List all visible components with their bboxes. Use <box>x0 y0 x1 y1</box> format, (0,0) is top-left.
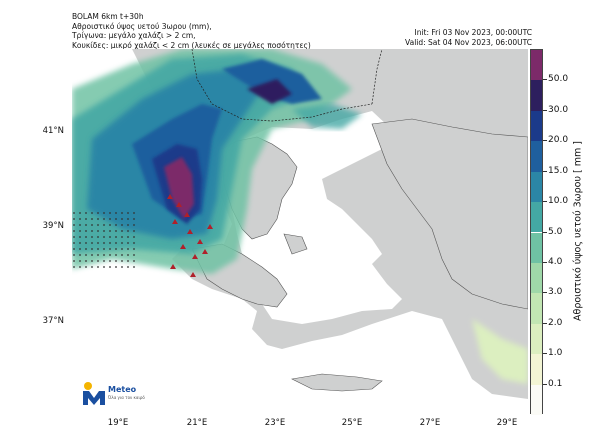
logo-tagline: Όλα για τον καιρό <box>108 395 145 400</box>
precipitation-field <box>72 49 528 384</box>
colorbar-segment <box>531 171 542 203</box>
logo-name: Meteo <box>108 385 137 394</box>
lon-label-23: 23°E <box>264 418 286 428</box>
lon-label-21: 21°E <box>186 418 208 428</box>
country-borders <box>191 49 383 122</box>
colorbar-tick-label: 3.0 <box>542 287 563 298</box>
colorbar-tick-label: 50.0 <box>542 74 569 85</box>
lon-label-29: 29°E <box>496 418 518 428</box>
dot-legend-text: Κουκίδες: μικρό χαλάζι < 2 cm (λευκές σε… <box>72 40 311 50</box>
init-time: Init: Fri 03 Nov 2023, 00:00UTC <box>414 28 532 37</box>
lon-label-27: 27°E <box>419 418 441 428</box>
model-title: BOLAM 6km t+30h <box>72 12 144 21</box>
precipitation-map <box>72 49 528 414</box>
hail-markers <box>167 194 213 277</box>
triangle-legend-text: Τρίγωνα: μεγάλο χαλάζι > 2 cm, <box>72 31 196 40</box>
map-svg <box>72 49 528 414</box>
colorbar-segment <box>531 232 542 263</box>
colorbar-tick-label: 4.0 <box>542 256 563 267</box>
colorbar-tick-label: 15.0 <box>542 165 569 176</box>
colorbar-segment <box>531 110 542 142</box>
time-info: Init: Fri 03 Nov 2023, 00:00UTC Valid: S… <box>405 28 532 47</box>
colorbar-tick-label: 30.0 <box>542 104 569 115</box>
colorbar-segment <box>531 323 542 355</box>
colorbar-tick-label: 10.0 <box>542 196 569 207</box>
colorbar-tick-label: 5.0 <box>542 226 563 237</box>
lat-label-39: 39°N <box>42 221 64 231</box>
lat-label-41: 41°N <box>42 126 64 136</box>
lon-label-25: 25°E <box>341 418 363 428</box>
colorbar-segment <box>531 141 542 172</box>
colorbar-segment <box>531 354 542 385</box>
colorbar-segment <box>531 80 542 111</box>
colorbar-segment <box>531 50 542 81</box>
valid-time: Valid: Sat 04 Nov 2023, 06:00UTC <box>405 37 532 47</box>
colorbar-segment <box>531 293 542 324</box>
map-title-block: BOLAM 6km t+30h Αθροιστικό ύψος υετού 3ω… <box>72 12 311 50</box>
colorbar-tick-label: 2.0 <box>542 317 563 328</box>
variable-description: Αθροιστικό ύψος υετού 3ωρου (mm), <box>72 21 212 31</box>
lat-label-37: 37°N <box>42 316 64 326</box>
meteo-logo-icon <box>83 382 105 405</box>
colorbar-segment <box>531 202 542 233</box>
colorbar-tick-label: 1.0 <box>542 348 563 359</box>
lon-label-19: 19°E <box>107 418 129 428</box>
colorbar-segment <box>531 384 542 415</box>
colorbar-tick-label: 0.1 <box>542 378 563 389</box>
colorbar <box>530 49 543 415</box>
colorbar-tick-label: 20.0 <box>542 135 569 146</box>
colorbar-title: Αθροιστικό ύψος υετού 3ωρου [ mm ] <box>572 141 584 321</box>
colorbar-segment <box>531 262 542 294</box>
